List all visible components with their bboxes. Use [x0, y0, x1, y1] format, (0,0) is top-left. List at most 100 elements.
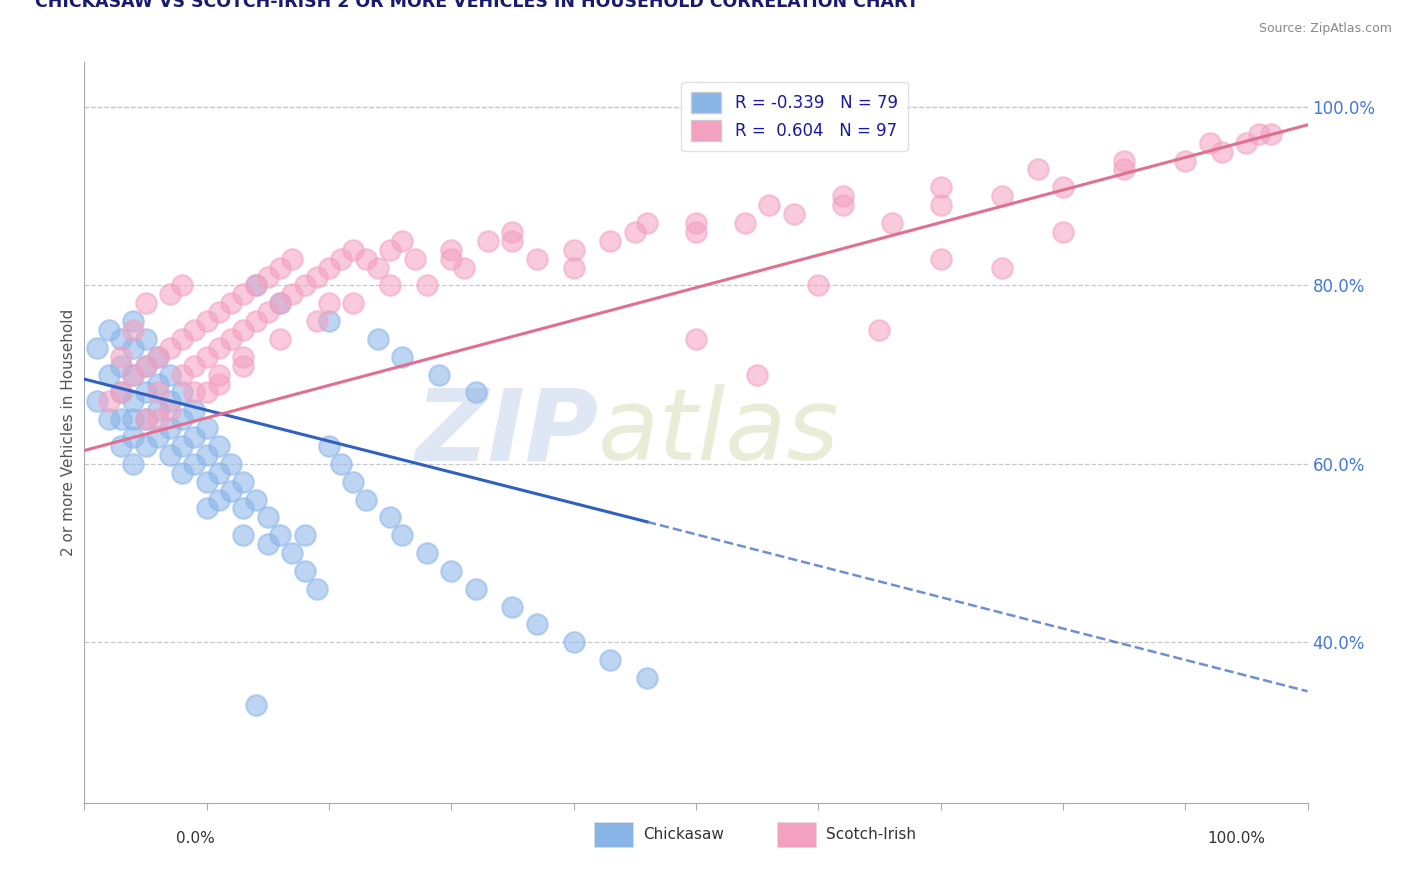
Point [1028, 162, 1050, 177]
Point [526, 252, 548, 266]
Point [502, 225, 524, 239]
Point [195, 350, 218, 364]
Point [110, 385, 132, 400]
Point [440, 252, 463, 266]
Point [1052, 225, 1074, 239]
Point [208, 439, 231, 453]
Point [269, 296, 291, 310]
Point [232, 350, 254, 364]
Point [135, 439, 157, 453]
Point [318, 296, 340, 310]
Point [1260, 127, 1282, 141]
Point [183, 403, 205, 417]
Point [97, 368, 120, 382]
Point [110, 350, 132, 364]
Point [245, 492, 267, 507]
Point [110, 385, 132, 400]
Point [342, 475, 364, 489]
Point [380, 278, 402, 293]
Point [110, 359, 132, 373]
Text: CHICKASAW VS SCOTCH-IRISH 2 OR MORE VEHICLES IN HOUSEHOLD CORRELATION CHART: CHICKASAW VS SCOTCH-IRISH 2 OR MORE VEHI… [35, 0, 920, 11]
Point [257, 537, 280, 551]
Point [172, 439, 194, 453]
Point [464, 385, 486, 400]
Point [342, 243, 364, 257]
Point [208, 466, 231, 480]
Point [172, 412, 194, 426]
Point [1236, 136, 1258, 150]
Point [305, 582, 328, 596]
Point [172, 332, 194, 346]
Point [636, 671, 658, 685]
Point [747, 368, 769, 382]
Point [172, 385, 194, 400]
Point [294, 564, 316, 578]
Point [219, 457, 242, 471]
Point [208, 492, 231, 507]
Point [122, 457, 145, 471]
Point [562, 635, 585, 649]
Point [208, 341, 231, 355]
Point [135, 385, 157, 400]
Point [367, 332, 389, 346]
Point [502, 234, 524, 248]
Point [380, 243, 402, 257]
Point [318, 314, 340, 328]
Point [245, 278, 267, 293]
Point [122, 394, 145, 409]
Point [146, 350, 169, 364]
Legend: R = -0.339   N = 79, R =  0.604   N = 97: R = -0.339 N = 79, R = 0.604 N = 97 [682, 82, 908, 152]
Point [219, 296, 242, 310]
Point [146, 350, 169, 364]
Point [869, 323, 891, 337]
Point [599, 234, 621, 248]
Point [734, 216, 756, 230]
Point [172, 466, 194, 480]
Point [183, 323, 205, 337]
Point [354, 492, 377, 507]
Point [783, 207, 806, 221]
Point [880, 216, 903, 230]
Point [758, 198, 780, 212]
Point [380, 510, 402, 524]
Point [97, 394, 120, 409]
Point [122, 412, 145, 426]
Point [404, 252, 426, 266]
Point [929, 198, 952, 212]
Point [110, 412, 132, 426]
Point [1198, 136, 1220, 150]
Point [208, 305, 231, 319]
Point [159, 341, 181, 355]
Point [183, 430, 205, 444]
Text: atlas: atlas [598, 384, 839, 481]
Point [146, 412, 169, 426]
Point [269, 528, 291, 542]
Point [122, 368, 145, 382]
Point [1114, 153, 1136, 168]
Point [232, 359, 254, 373]
Point [257, 269, 280, 284]
Point [86, 341, 108, 355]
Point [110, 332, 132, 346]
Point [502, 599, 524, 614]
Text: Source: ZipAtlas.com: Source: ZipAtlas.com [1258, 22, 1392, 36]
Point [453, 260, 475, 275]
Point [232, 475, 254, 489]
Point [232, 323, 254, 337]
Point [135, 332, 157, 346]
Point [562, 260, 585, 275]
Point [245, 314, 267, 328]
Point [318, 439, 340, 453]
Point [636, 216, 658, 230]
Point [159, 287, 181, 301]
Point [86, 394, 108, 409]
Point [135, 296, 157, 310]
Point [269, 332, 291, 346]
Point [342, 296, 364, 310]
Y-axis label: 2 or more Vehicles in Household: 2 or more Vehicles in Household [60, 309, 76, 557]
Point [159, 421, 181, 435]
Point [122, 368, 145, 382]
Text: ZIP: ZIP [415, 384, 598, 481]
Point [294, 528, 316, 542]
Point [269, 260, 291, 275]
